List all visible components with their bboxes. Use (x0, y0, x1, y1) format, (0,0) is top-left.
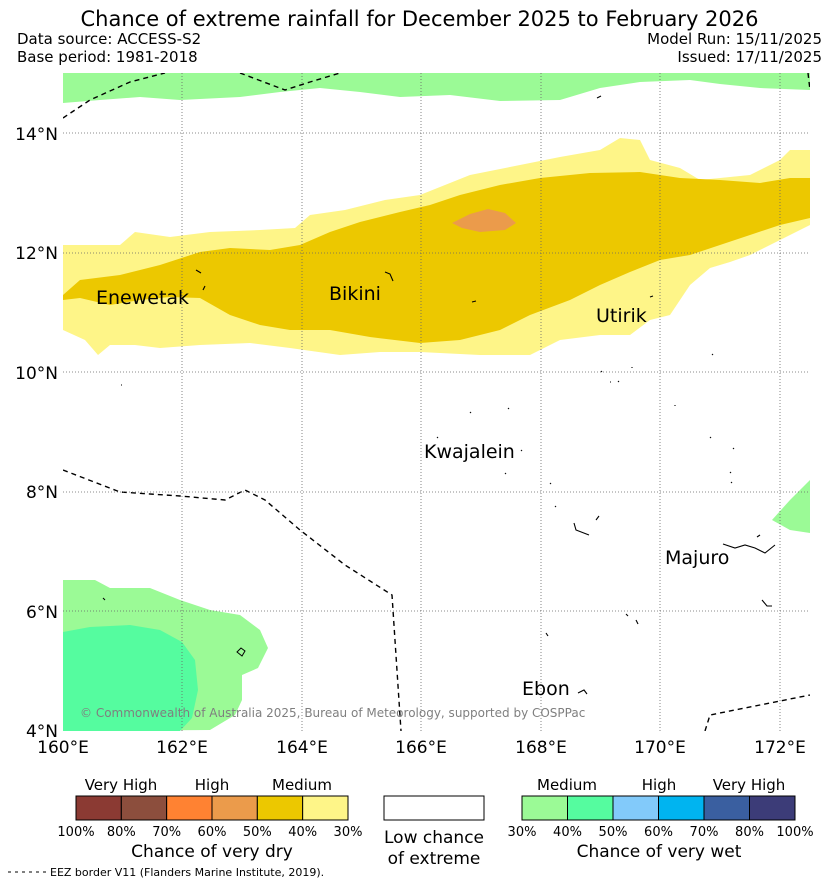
wet-percent-labels: 30% 40% 50% 60% 70% 80% 100% (508, 825, 814, 840)
place-utirik: Utirik (596, 305, 647, 327)
issued-date: Issued: 17/11/2025 (677, 48, 822, 66)
dry-legend-title: Chance of very dry (131, 842, 293, 862)
dry-60-region (452, 209, 516, 232)
wet-percent-5: 80% (735, 825, 764, 840)
wet-percent-2: 50% (599, 825, 628, 840)
model-run: Model Run: 15/11/2025 (647, 30, 822, 48)
wet-swatches (521, 795, 796, 821)
lat-tick-14: 14°N (15, 125, 58, 145)
dry-percent-4: 50% (243, 825, 272, 840)
dry-swatch-2 (166, 795, 213, 821)
dry-header-medium: Medium (272, 776, 332, 794)
place-bikini: Bikini (329, 283, 381, 305)
lon-tick-168: 168°E (515, 738, 567, 758)
wet-header-very-high: Very High (713, 776, 786, 794)
wet-swatch-5 (749, 795, 796, 821)
dry-header-high: High (195, 776, 229, 794)
lon-tick-164: 164°E (276, 738, 328, 758)
island-outlines (102, 95, 776, 695)
wet-band-north (63, 73, 810, 103)
lon-tick-170: 170°E (634, 738, 686, 758)
place-ebon: Ebon (522, 678, 570, 700)
dry-percent-3: 60% (198, 825, 227, 840)
lat-tick-8: 8°N (26, 483, 58, 503)
place-majuro: Majuro (665, 547, 729, 569)
dry-header-very-high: Very High (85, 776, 158, 794)
wet-patch-east (772, 480, 810, 533)
dry-percent-1: 80% (107, 825, 136, 840)
lat-tick-4: 4°N (26, 722, 58, 742)
dry-percent-6: 30% (334, 825, 363, 840)
legend-dry: Very High High Medium 100% 80% 70% 60% 50% 40… (57, 776, 362, 862)
wet-percent-1: 40% (553, 825, 582, 840)
low-chance-swatch (383, 795, 485, 821)
dry-percent-0: 100% (57, 825, 94, 840)
wet-percent-0: 30% (508, 825, 537, 840)
dry-swatches (75, 795, 349, 821)
dry-swatch-5 (302, 795, 349, 821)
dry-swatch-0 (75, 795, 122, 821)
base-period: Base period: 1981-2018 (17, 48, 198, 66)
dry-swatch-4 (256, 795, 304, 821)
lon-tick-162: 162°E (156, 738, 208, 758)
wet-header-medium: Medium (537, 776, 597, 794)
wet-swatch-0 (521, 795, 568, 821)
place-enewetak: Enewetak (96, 287, 189, 309)
lon-tick-172: 172°E (754, 738, 806, 758)
dry-swatch-1 (120, 795, 168, 821)
copyright-notice: © Commonwealth of Australia 2025, Bureau… (80, 706, 585, 720)
dry-percent-5: 40% (288, 825, 317, 840)
wet-swatch-3 (658, 795, 705, 821)
dry-percent-2: 70% (152, 825, 181, 840)
legend-low-chance: Low chance of extreme (383, 795, 485, 869)
wet-percent-3: 60% (644, 825, 673, 840)
dry-percent-labels: 100% 80% 70% 60% 50% 40% 30% (57, 825, 362, 840)
lon-tick-166: 166°E (395, 738, 447, 758)
wet-percent-4: 70% (690, 825, 719, 840)
place-kwajalein: Kwajalein (424, 441, 515, 463)
lat-tick-10: 10°N (15, 364, 58, 384)
wet-40-region (63, 625, 198, 731)
lat-tick-6: 6°N (26, 603, 58, 623)
lat-tick-12: 12°N (15, 244, 58, 264)
lon-tick-160: 160°E (37, 738, 89, 758)
wet-percent-6: 100% (776, 825, 813, 840)
dry-40-region (63, 172, 810, 343)
eez-border-lines (63, 73, 810, 731)
dry-swatch-3 (211, 795, 258, 821)
data-source: Data source: ACCESS-S2 (17, 30, 202, 48)
legend-wet: Medium High Very High 30% 40% 50% 60% 70% 80%… (508, 776, 814, 862)
wet-legend-title: Chance of very wet (577, 842, 742, 862)
low-chance-line2: of extreme (388, 849, 481, 869)
low-chance-line1: Low chance (384, 828, 484, 848)
wet-swatch-4 (703, 795, 750, 821)
wet-header-high: High (642, 776, 676, 794)
island-outline-south (236, 647, 246, 657)
map-title: Chance of extreme rainfall for December … (80, 7, 759, 31)
wet-swatch-1 (567, 795, 614, 821)
eez-note: EEZ border V11 (Flanders Marine Institut… (50, 866, 324, 879)
wet-swatch-2 (612, 795, 659, 821)
